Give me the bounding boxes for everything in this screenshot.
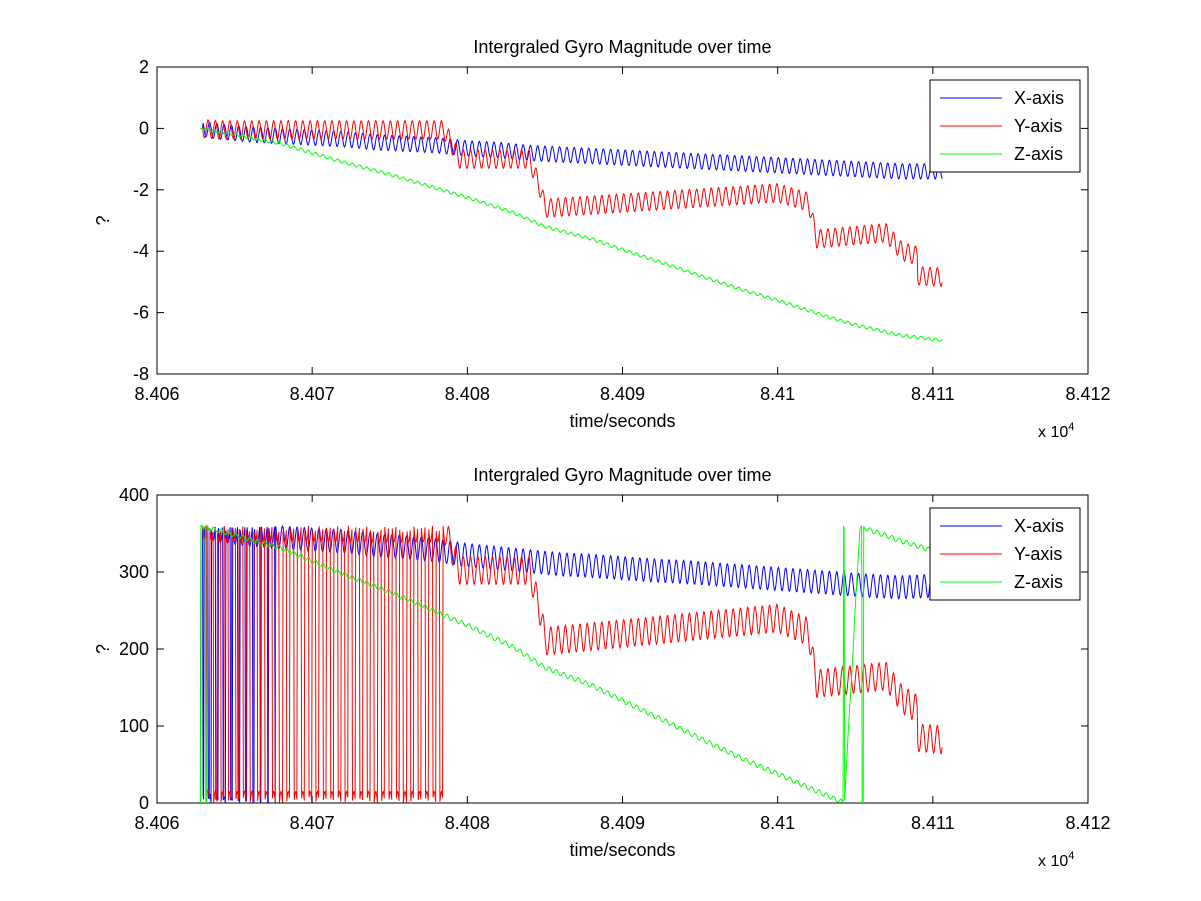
y-tick-label: 2 <box>139 57 149 77</box>
x-axis-exponent-power: 4 <box>1068 421 1074 433</box>
legend: X-axis Y-axis Z-axis <box>929 79 1081 173</box>
legend-label: Y-axis <box>1014 544 1062 564</box>
y-tick-label: 0 <box>139 793 149 813</box>
x-tick-label: 8.408 <box>445 813 490 833</box>
x-tick-label: 8.41 <box>760 384 795 404</box>
y-tick-label: -2 <box>133 180 149 200</box>
legend-label: Z-axis <box>1014 572 1063 592</box>
legend-label: Z-axis <box>1014 144 1063 164</box>
x-axis-exponent-power: 4 <box>1068 850 1074 862</box>
series-line-z-axis <box>199 523 943 803</box>
x-tick-label: 8.411 <box>911 813 955 833</box>
x-tick-label: 8.407 <box>290 384 335 404</box>
legend-label: X-axis <box>1014 88 1064 108</box>
y-tick-label: 400 <box>119 485 149 505</box>
x-tick-label: 8.409 <box>600 813 645 833</box>
x-tick-label: 8.41 <box>760 813 795 833</box>
x-axis-label: time/seconds <box>569 840 675 860</box>
y-tick-label: -4 <box>133 241 149 261</box>
legend-label: Y-axis <box>1014 116 1062 136</box>
y-axis-label: ? <box>93 215 113 225</box>
x-tick-label: 8.406 <box>134 813 179 833</box>
y-tick-label: -6 <box>133 303 149 323</box>
x-tick-label: 8.411 <box>911 384 955 404</box>
chart-title: Intergraled Gyro Magnitude over time <box>473 465 771 485</box>
y-tick-label: 300 <box>119 562 149 582</box>
x-axis-exponent: x 104 <box>1038 850 1074 870</box>
x-tick-label: 8.407 <box>290 813 335 833</box>
x-tick-label: 8.409 <box>600 384 645 404</box>
x-axis-exponent-base: x 10 <box>1038 853 1068 870</box>
y-tick-label: 200 <box>119 639 149 659</box>
y-tick-label: 0 <box>139 118 149 138</box>
x-tick-label: 8.412 <box>1065 384 1110 404</box>
x-tick-label: 8.406 <box>134 384 179 404</box>
series-line-y-axis <box>200 119 943 288</box>
x-tick-label: 8.408 <box>445 384 490 404</box>
legend: X-axis Y-axis Z-axis <box>929 507 1081 601</box>
x-axis-label: time/seconds <box>569 411 675 431</box>
series-line-z-axis <box>200 127 943 342</box>
subplot-bottom: 8.406 8.407 8.408 8.409 8.41 8.411 8.412 0 100 20… <box>93 465 1111 870</box>
series-line-y-axis <box>199 525 943 803</box>
x-axis-exponent-base: x 10 <box>1038 424 1068 441</box>
series-line-x-axis <box>200 121 943 180</box>
y-axis-label: ? <box>93 644 113 654</box>
y-tick-label: 100 <box>119 716 149 736</box>
chart-title: Intergraled Gyro Magnitude over time <box>473 37 771 57</box>
series-line-x-axis <box>199 524 943 803</box>
x-axis-exponent: x 104 <box>1038 421 1074 441</box>
y-tick-label: -8 <box>133 364 149 384</box>
subplot-top: 8.406 8.407 8.408 8.409 8.41 8.411 8.412 -8 -6 -4… <box>93 37 1111 441</box>
legend-label: X-axis <box>1014 516 1064 536</box>
x-tick-label: 8.412 <box>1065 813 1110 833</box>
